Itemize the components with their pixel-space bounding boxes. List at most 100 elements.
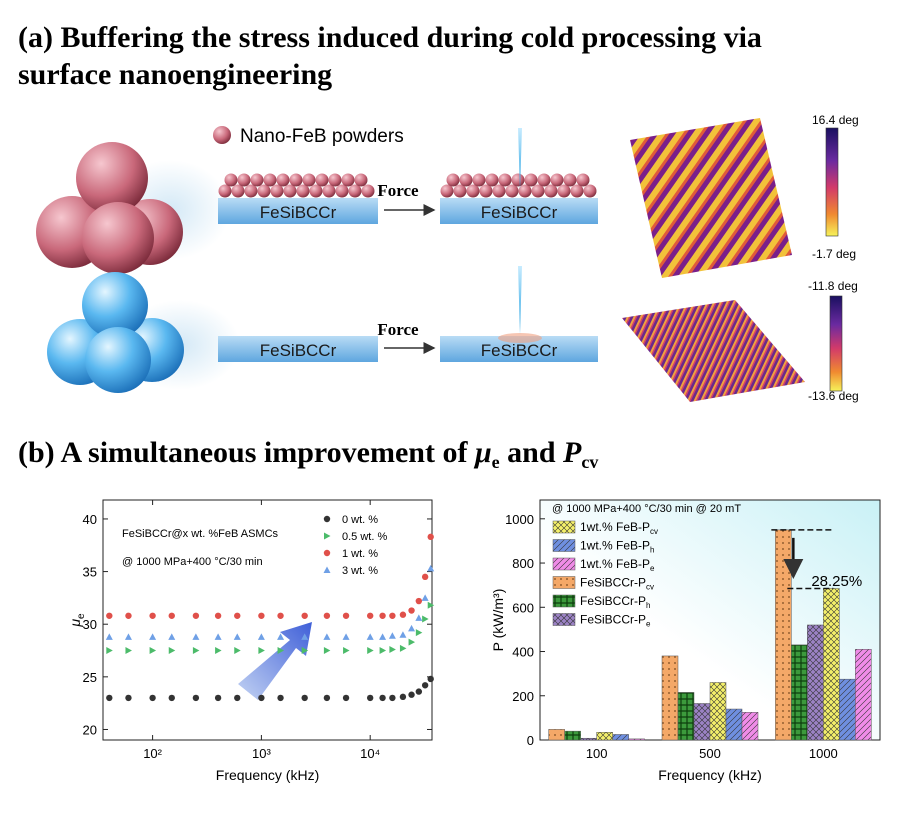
data-point	[168, 633, 176, 640]
series	[105, 564, 435, 640]
x-tick-label: 10²	[143, 746, 162, 761]
indent	[498, 333, 542, 343]
nano-particle	[505, 184, 519, 198]
data-point	[192, 612, 200, 619]
series	[106, 533, 434, 619]
substrate-label: FeSiBCCr	[481, 341, 558, 360]
legend-label-part: 1wt.% FeB-P	[580, 557, 650, 571]
y-tick-label: 800	[512, 556, 534, 571]
data-point	[389, 694, 396, 702]
substrate	[218, 198, 378, 224]
nano-particle	[453, 184, 467, 198]
title-part: P	[562, 436, 582, 469]
data-point	[277, 633, 285, 640]
data-point	[421, 682, 429, 689]
data-point	[214, 612, 222, 619]
data-point	[342, 633, 350, 640]
force-label: Force	[377, 320, 419, 339]
legend-label-part: 1wt.% FeB-P	[580, 539, 650, 553]
data-point	[106, 612, 113, 619]
nano-particle	[544, 184, 558, 198]
substrate	[218, 336, 378, 362]
title-part: (b) A simultaneous improvement of	[18, 436, 475, 469]
data-point	[168, 647, 176, 655]
nano-particle	[563, 173, 577, 187]
colorbar	[825, 127, 839, 237]
data-point	[125, 647, 132, 655]
data-point	[234, 694, 241, 702]
data-point	[149, 647, 157, 655]
data-point	[125, 694, 132, 702]
force-label: Force	[377, 181, 419, 200]
nano-particle	[328, 173, 342, 187]
data-point	[408, 624, 416, 632]
data-point	[366, 612, 374, 619]
substrate-label: FeSiBCCr	[260, 203, 337, 222]
colorbar-min: -13.6 deg	[808, 389, 859, 403]
data-point	[408, 691, 415, 698]
data-point	[323, 566, 331, 573]
nano-particle	[354, 173, 368, 187]
nano-particle	[485, 173, 499, 187]
series	[106, 601, 435, 655]
bar	[823, 588, 840, 741]
y-tick-label: 1000	[505, 512, 534, 527]
nano-particle	[289, 173, 303, 187]
bar	[839, 678, 856, 741]
nano-particle	[218, 184, 232, 198]
data-point	[125, 612, 132, 619]
legend-label: 0 wt. %	[342, 514, 378, 526]
nano-particle	[250, 173, 264, 187]
y-tick-label: 30	[83, 617, 97, 632]
legend-swatch	[552, 613, 576, 626]
data-point	[214, 633, 222, 640]
y-tick-label: 40	[83, 512, 97, 527]
data-point	[168, 694, 175, 702]
feb-cluster	[36, 142, 230, 274]
legend-label: 0.5 wt. %	[342, 531, 387, 543]
data-point	[366, 633, 374, 640]
legend-label-part: e	[646, 620, 651, 629]
afm-surface	[630, 118, 792, 278]
legend-label-part: FeSiBCCr-P	[580, 613, 646, 627]
legend-swatch	[552, 557, 576, 571]
data-point	[343, 647, 350, 655]
nano-powder	[218, 173, 597, 198]
nano-particle	[283, 184, 297, 198]
bar	[580, 737, 597, 741]
legend-label: 1wt.% FeB-Pcv	[580, 520, 658, 536]
panel-a-title: surface nanoengineering	[18, 58, 332, 91]
nano-particle	[446, 173, 460, 187]
bar	[564, 730, 581, 741]
annotation: @ 1000 MPa+400 °C/30 min @ 20 mT	[552, 503, 741, 515]
data-point	[234, 612, 241, 619]
colorbar-max: 16.4 deg	[812, 113, 859, 127]
nano-particle	[511, 173, 525, 187]
data-point	[301, 612, 308, 619]
data-point	[301, 647, 309, 655]
data-point	[105, 633, 113, 640]
nano-particle	[231, 184, 245, 198]
nano-particle	[341, 173, 355, 187]
data-point	[258, 612, 265, 619]
legend-swatch	[552, 520, 576, 534]
data-point	[277, 612, 284, 619]
legend-marker	[213, 126, 231, 144]
bar	[807, 624, 824, 741]
series	[106, 675, 434, 702]
afm-surface	[622, 300, 805, 402]
x-axis-label: Frequency (kHz)	[658, 767, 761, 783]
substrate-label: FeSiBCCr	[260, 341, 337, 360]
data-point	[379, 612, 386, 619]
nano-particle	[335, 184, 349, 198]
data-point	[399, 631, 407, 638]
nano-particle	[237, 173, 251, 187]
nano-particle	[498, 173, 512, 187]
data-point	[421, 594, 429, 601]
y-axis-label-part: μ	[67, 619, 83, 628]
data-point	[323, 549, 331, 557]
data-point	[215, 647, 222, 655]
nano-particle	[537, 173, 551, 187]
nano-particle	[440, 184, 454, 198]
bar	[791, 644, 808, 741]
